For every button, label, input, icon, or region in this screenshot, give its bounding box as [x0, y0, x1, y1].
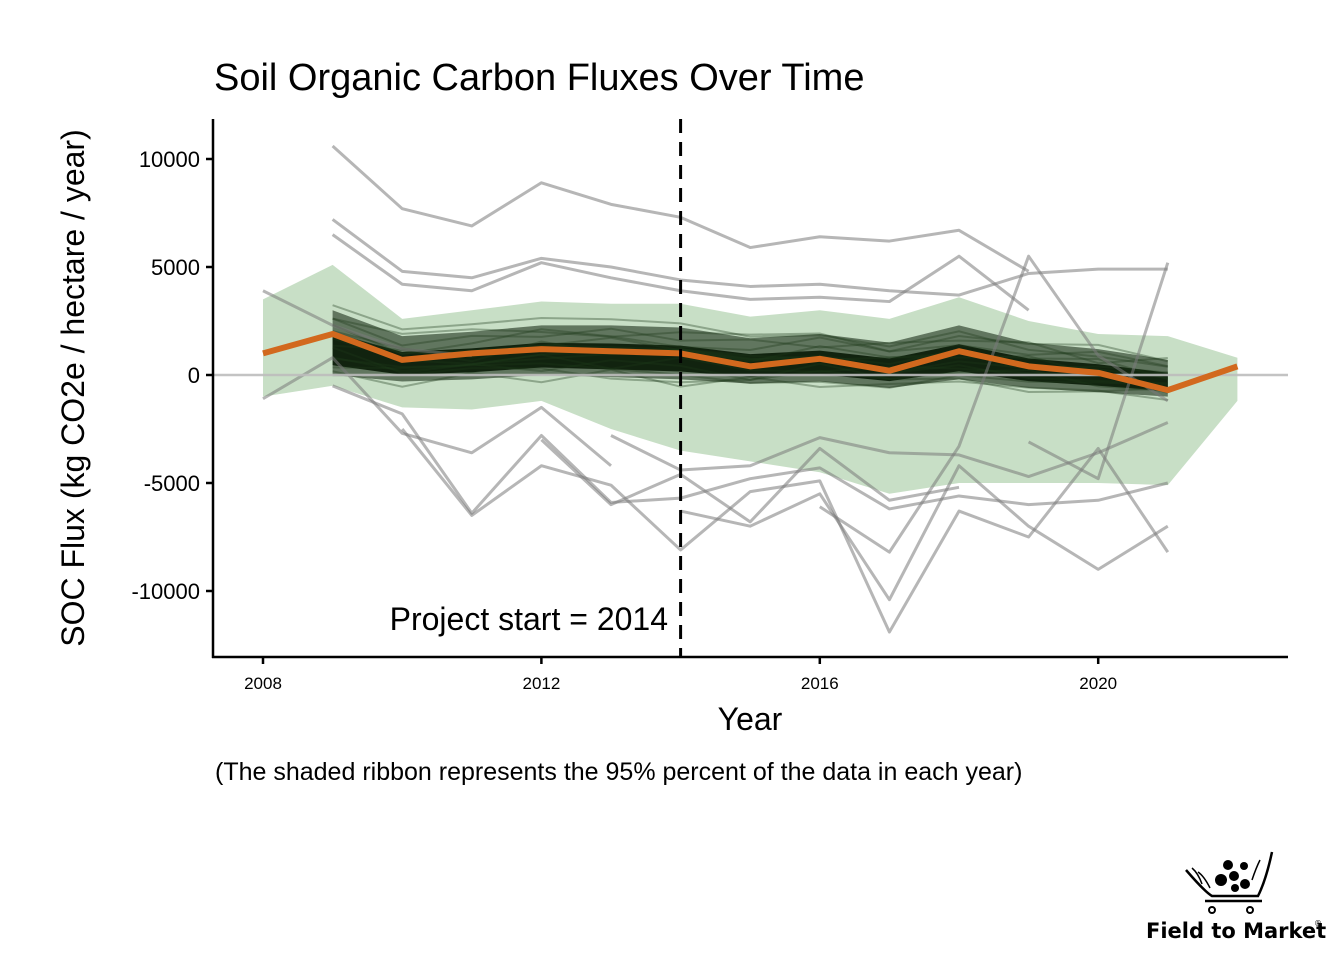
- chart-caption: (The shaded ribbon represents the 95% pe…: [215, 758, 1022, 786]
- y-tick-label: 5000: [151, 255, 200, 280]
- field-line: [331, 218, 1168, 297]
- project-start-label: Project start = 2014: [390, 601, 668, 637]
- y-tick-label: 10000: [139, 147, 200, 172]
- dense-field-line: [332, 317, 1169, 363]
- dense-field-line: [332, 304, 1168, 368]
- dense-field-line: [332, 359, 1168, 392]
- x-tick-label: 2008: [244, 674, 282, 693]
- logo-trademark: ®: [1314, 919, 1322, 928]
- dense-field-line: [332, 330, 1169, 381]
- x-ticks: 2008 2012 2016 2020: [244, 657, 1117, 693]
- median-line: [262, 330, 1239, 394]
- field-line: [610, 421, 1169, 479]
- x-axis-title: Year: [718, 701, 783, 737]
- axes: 10000 5000 0 -5000 -10000 2008 2012 2016 2020: [131, 119, 1288, 693]
- dense-field-line: [332, 323, 1169, 368]
- basket-icon: [1185, 851, 1274, 914]
- dense-field-line: [332, 367, 1168, 394]
- field-to-market-logo: Field to Market ®: [1146, 851, 1326, 943]
- dense-field-line: [332, 346, 1169, 394]
- x-tick-label: 2016: [801, 674, 839, 693]
- plot-area: [213, 119, 1288, 657]
- field-lines-layer: [262, 144, 1170, 634]
- dense-field-line: [332, 350, 1168, 385]
- field-line: [818, 254, 1169, 554]
- y-tick-label: -5000: [144, 471, 200, 496]
- x-tick-label: 2020: [1079, 674, 1117, 693]
- dense-field-line: [332, 340, 1168, 377]
- field-line: [262, 289, 472, 358]
- y-axis-title: SOC Flux (kg CO2e / hectare / year): [55, 129, 91, 647]
- field-line: [540, 438, 960, 524]
- y-tick-label: 0: [188, 363, 200, 388]
- y-ticks: 10000 5000 0 -5000 -10000: [131, 147, 213, 604]
- field-line: [680, 464, 1169, 602]
- chart-title: Soil Organic Carbon Fluxes Over Time: [214, 57, 864, 99]
- x-tick-label: 2012: [522, 674, 560, 693]
- dense-field-line: [332, 317, 1168, 365]
- field-line: [331, 144, 1030, 273]
- median-layer: [262, 330, 1239, 394]
- field-line: [1027, 262, 1170, 481]
- logo-text: Field to Market: [1146, 919, 1326, 943]
- dense-field-line: [332, 357, 1168, 389]
- field-line: [262, 356, 612, 467]
- dense-field-line: [332, 368, 1168, 402]
- y-tick-label: -10000: [131, 579, 200, 604]
